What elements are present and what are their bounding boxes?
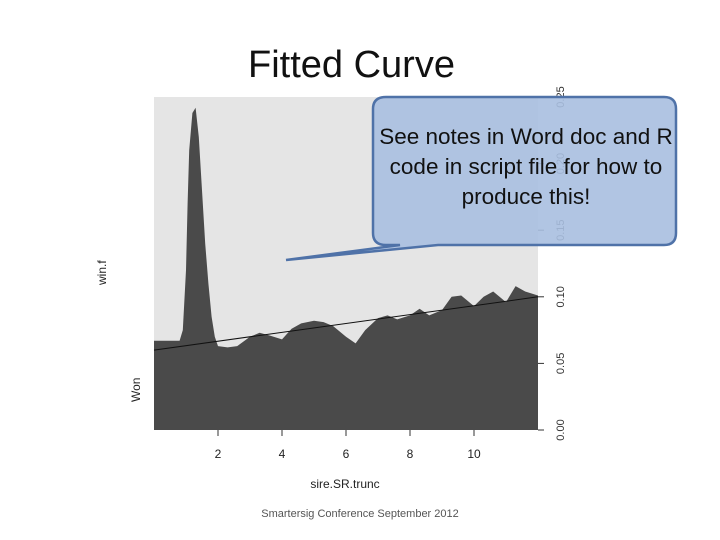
x-tick-label: 8 [407, 447, 414, 461]
y-tick-label: 0.00 [555, 419, 567, 440]
x-tick-label: 4 [279, 447, 286, 461]
footer-text: Smartersig Conference September 2012 [261, 508, 459, 520]
y-axis-label-bottom: Won [129, 378, 143, 402]
density-area [154, 107, 538, 430]
callout-text: See notes in Word doc and R code in scri… [379, 124, 673, 209]
x-axis-label: sire.SR.trunc [310, 477, 379, 491]
x-axis-ticks: 2 4 6 8 10 [215, 430, 481, 461]
y-axis-label-top: win.f [95, 260, 109, 286]
y-tick-label: 0.10 [555, 286, 567, 307]
y-tick-label: 0.05 [555, 353, 567, 374]
x-tick-label: 6 [343, 447, 350, 461]
x-tick-label: 10 [467, 447, 481, 461]
callout-bubble [285, 95, 678, 262]
fitted-line [153, 296, 539, 351]
x-tick-label: 2 [215, 447, 222, 461]
slide-title: Fitted Curve [248, 44, 455, 86]
